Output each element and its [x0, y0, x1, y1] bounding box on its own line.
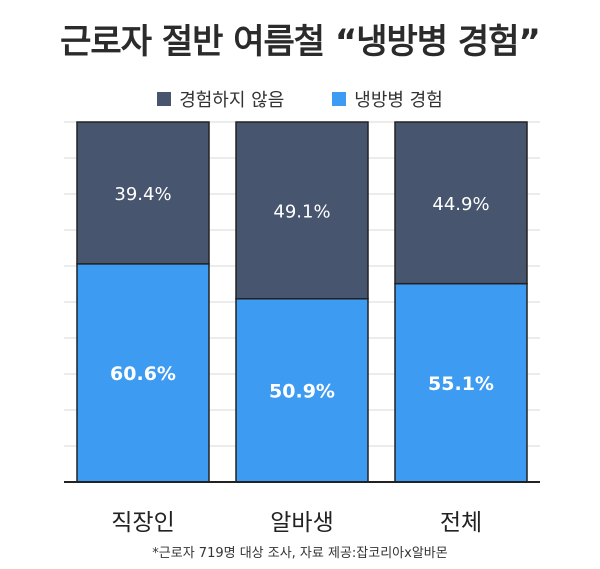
- bar-experienced-2: [235, 298, 369, 483]
- bar-not-experienced-2: [235, 121, 369, 300]
- data-label-not-experienced-3: 44.9%: [432, 194, 489, 215]
- category-label-2: 알바생: [270, 510, 333, 536]
- source-note: *근로자 719명 대상 조사, 자료 제공:잡코리아x알바몬: [152, 546, 448, 561]
- legend: 경험하지 않음 냉방병 경험: [0, 86, 600, 112]
- legend-swatch-not-experienced: [157, 92, 172, 106]
- data-label-experienced-2: 50.9%: [269, 380, 335, 402]
- legend-label-not-experienced: 경험하지 않음: [179, 90, 285, 111]
- legend-label-experienced: 냉방병 경험: [354, 90, 443, 111]
- legend-item-not-experienced: 경험하지 않음: [157, 86, 284, 112]
- data-label-experienced-3: 55.1%: [428, 373, 494, 395]
- bar-not-experienced-1: [76, 121, 210, 265]
- chart-title: 근로자 절반 여름철 “냉방병 경험”: [60, 22, 541, 62]
- bar-experienced-3: [394, 282, 528, 483]
- data-label-not-experienced-1: 39.4%: [114, 184, 171, 205]
- data-label-not-experienced-2: 49.1%: [273, 201, 330, 222]
- category-label-3: 전체: [440, 510, 482, 536]
- category-label-1: 직장인: [111, 510, 174, 536]
- bar-experienced-1: [76, 263, 210, 483]
- legend-swatch-experienced: [332, 92, 347, 106]
- bar-not-experienced-3: [394, 121, 528, 285]
- legend-item-experienced: 냉방병 경험: [332, 86, 443, 112]
- data-label-experienced-1: 60.6%: [110, 363, 176, 385]
